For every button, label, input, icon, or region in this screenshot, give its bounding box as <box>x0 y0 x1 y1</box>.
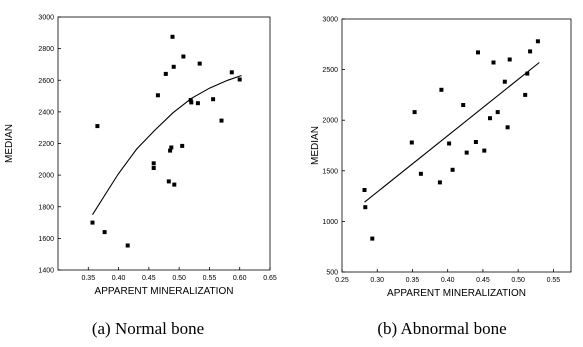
regression-line-normal-bone <box>92 74 242 215</box>
data-point <box>370 236 375 241</box>
data-point <box>181 54 186 59</box>
data-point <box>409 140 414 145</box>
data-point <box>171 64 176 69</box>
y-tick-label: 1400 <box>38 268 54 275</box>
data-point <box>461 103 466 107</box>
data-point <box>535 39 540 44</box>
data-point <box>525 71 530 76</box>
x-tick-label: 0.30 <box>370 277 384 284</box>
data-point <box>189 100 194 105</box>
y-axis-label: MEDIAN <box>310 126 321 165</box>
data-point <box>188 98 193 102</box>
plot-frame <box>57 16 271 271</box>
x-tick-label: 0.40 <box>441 277 455 284</box>
data-point <box>90 220 95 225</box>
x-tick-label: 0.25 <box>335 277 349 284</box>
data-point <box>229 70 234 75</box>
data-point <box>102 230 107 235</box>
data-point <box>491 60 496 65</box>
x-tick-label: 0.45 <box>476 277 490 284</box>
data-point <box>476 50 480 55</box>
y-tick-label: 2200 <box>38 141 54 148</box>
data-point <box>363 205 368 210</box>
data-point <box>488 116 492 121</box>
data-point <box>155 93 160 98</box>
data-point <box>418 171 423 176</box>
x-tick-label: 0.40 <box>112 275 126 282</box>
x-tick-label: 0.50 <box>511 277 525 284</box>
caption-normal-bone: (a) Normal bone <box>92 319 204 338</box>
data-point <box>437 180 442 185</box>
chart-panel-normal-bone: 0.35 0.40 0.45 0.50 0.55 0.60 0.65 1400 1600 1800… <box>4 15 277 298</box>
data-point <box>163 71 168 76</box>
data-point <box>507 57 512 62</box>
data-point <box>169 145 174 150</box>
chart-panel-abnormal-bone: 0.25 0.30 0.35 0.40 0.45 0.50 0.55 500 1000 1500 2… <box>310 17 572 299</box>
data-point <box>528 49 533 54</box>
data-point <box>523 92 528 97</box>
data-point <box>450 167 455 172</box>
y-tick-label: 2400 <box>38 109 54 116</box>
x-tick-label: 0.55 <box>547 277 561 284</box>
regression-line-abnormal-bone <box>364 62 540 203</box>
y-tick-label: 2000 <box>38 173 54 180</box>
x-axis-label: APPARENT MINERALIZATION <box>387 288 526 299</box>
data-point <box>464 150 469 155</box>
y-tick-label: 3000 <box>322 17 338 24</box>
data-point <box>95 124 100 129</box>
y-tick-label: 3000 <box>38 15 54 22</box>
data-point <box>170 34 175 39</box>
data-point <box>439 87 444 92</box>
y-tick-label: 1800 <box>38 204 54 211</box>
data-point <box>151 161 156 166</box>
y-tick-label: 1600 <box>38 236 54 243</box>
y-tick-label: 2000 <box>322 118 338 125</box>
data-point <box>473 140 478 144</box>
x-tick-label: 0.35 <box>81 275 95 282</box>
data-point <box>151 166 156 170</box>
x-tick-label: 0.55 <box>203 275 217 282</box>
data-point <box>219 118 224 123</box>
y-tick-label: 2600 <box>38 78 54 85</box>
data-point <box>495 110 500 115</box>
data-point <box>237 77 242 82</box>
y-axis-label: MEDIAN <box>4 124 15 163</box>
x-tick-label: 0.35 <box>406 277 420 284</box>
data-point <box>168 148 173 153</box>
data-point <box>195 101 200 106</box>
caption-abnormal-bone: (b) Abnormal bone <box>377 319 506 338</box>
x-tick-label: 0.60 <box>233 275 247 282</box>
data-point <box>502 79 507 84</box>
data-point <box>166 179 171 184</box>
x-axis-label: APPARENT MINERALIZATION <box>95 286 234 297</box>
x-tick-label: 0.65 <box>263 275 277 282</box>
y-tick-label: 2500 <box>322 67 338 74</box>
y-tick-label: 2800 <box>38 46 54 53</box>
y-tick-label: 500 <box>326 270 338 277</box>
y-tick-label: 1000 <box>322 219 338 226</box>
data-point <box>180 143 185 148</box>
data-point <box>125 243 130 248</box>
x-tick-label: 0.50 <box>172 275 186 282</box>
data-point <box>412 110 417 115</box>
plot-frame <box>341 18 572 273</box>
data-point <box>505 125 510 130</box>
data-point <box>197 61 202 66</box>
data-point <box>482 148 487 153</box>
y-tick-label: 1500 <box>322 168 338 175</box>
data-point <box>172 182 177 187</box>
data-point <box>447 141 452 146</box>
data-point <box>211 97 216 102</box>
x-tick-label: 0.45 <box>142 275 156 282</box>
data-point <box>362 188 367 192</box>
